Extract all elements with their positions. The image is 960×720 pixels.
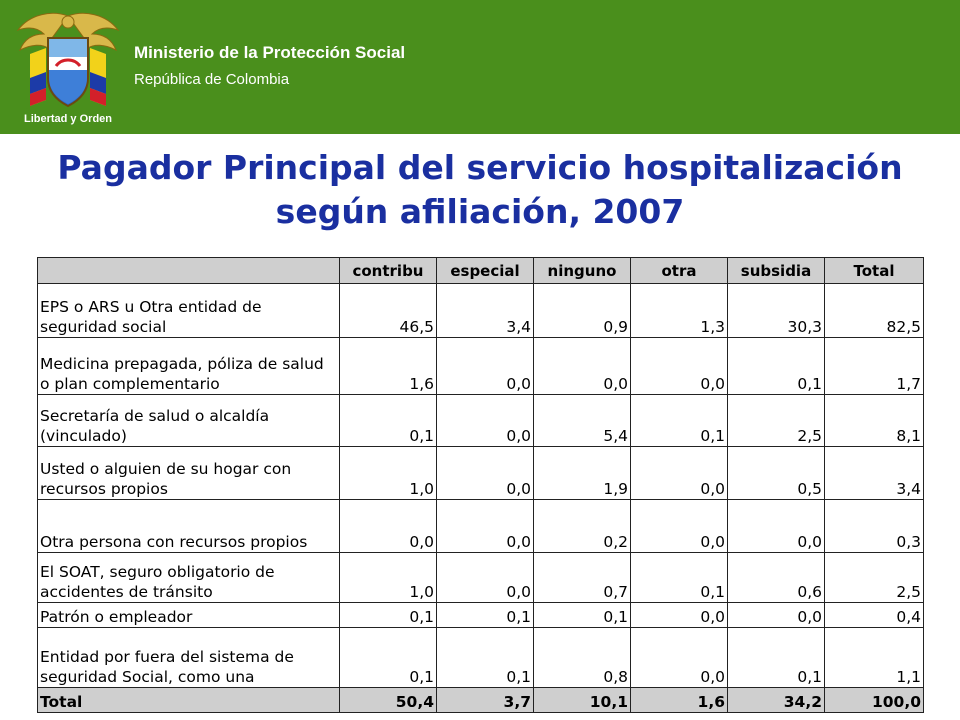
- table-cell: 1,1: [824, 627, 924, 688]
- total-cell: 100,0: [824, 687, 924, 713]
- table-cell: 0,0: [630, 627, 728, 688]
- table-cell: 0,9: [533, 283, 631, 338]
- row-label: Entidad por fuera del sistema de segurid…: [37, 627, 340, 688]
- row-label: Usted o alguien de su hogar con recursos…: [37, 446, 340, 500]
- table-cell: 0,1: [630, 552, 728, 603]
- row-label: El SOAT, seguro obligatorio de accidente…: [37, 552, 340, 603]
- column-header: contribu: [339, 257, 437, 284]
- table-total-row: Total 50,4 3,7 10,1 1,6 34,2 100,0: [37, 687, 924, 713]
- header-bar: Libertad y Orden Ministerio de la Protec…: [0, 0, 960, 134]
- column-header: especial: [436, 257, 534, 284]
- table-row: El SOAT, seguro obligatorio de accidente…: [37, 552, 924, 603]
- table-cell: 0,0: [630, 602, 728, 628]
- table-cell: 0,0: [436, 446, 534, 500]
- republic-name: República de Colombia: [134, 71, 290, 88]
- table-cell: 1,7: [824, 337, 924, 395]
- table-cell: 8,1: [824, 394, 924, 447]
- table-cell: 0,0: [436, 499, 534, 553]
- table-cell: 0,1: [727, 337, 825, 395]
- table-cell: 0,1: [533, 602, 631, 628]
- table-header-row: contribu especial ninguno otra subsidia …: [37, 257, 924, 284]
- header-corner-cell: [37, 257, 340, 284]
- table-row: Patrón o empleador 0,1 0,1 0,1 0,0 0,0 0…: [37, 602, 924, 628]
- total-label: Total: [37, 687, 340, 713]
- total-cell: 10,1: [533, 687, 631, 713]
- title-line-1: Pagador Principal del servicio hospitali…: [57, 148, 903, 187]
- table-cell: 0,6: [727, 552, 825, 603]
- ministry-name: Ministerio de la Protección Social: [134, 43, 406, 62]
- table-cell: 0,4: [824, 602, 924, 628]
- row-label: Otra persona con recursos propios: [37, 499, 340, 553]
- table-cell: 0,0: [339, 499, 437, 553]
- table-cell: 0,2: [533, 499, 631, 553]
- table-cell: 0,0: [436, 337, 534, 395]
- column-header: Total: [824, 257, 924, 284]
- table-cell: 0,5: [727, 446, 825, 500]
- table-cell: 3,4: [824, 446, 924, 500]
- table-cell: 1,0: [339, 446, 437, 500]
- table-cell: 3,4: [436, 283, 534, 338]
- table-cell: 30,3: [727, 283, 825, 338]
- column-header: otra: [630, 257, 728, 284]
- total-cell: 34,2: [727, 687, 825, 713]
- table-cell: 0,0: [630, 446, 728, 500]
- table-cell: 2,5: [824, 552, 924, 603]
- table-cell: 0,1: [436, 627, 534, 688]
- table-cell: 46,5: [339, 283, 437, 338]
- table-cell: 0,0: [727, 602, 825, 628]
- coat-of-arms-logo: Libertad y Orden: [16, 12, 120, 128]
- table-cell: 1,3: [630, 283, 728, 338]
- row-label: Medicina prepagada, póliza de salud o pl…: [37, 337, 340, 395]
- row-label: Secretaría de salud o alcaldía (vinculad…: [37, 394, 340, 447]
- total-cell: 50,4: [339, 687, 437, 713]
- table-cell: 0,0: [436, 552, 534, 603]
- total-cell: 3,7: [436, 687, 534, 713]
- table-cell: 0,7: [533, 552, 631, 603]
- table-cell: 0,0: [436, 394, 534, 447]
- total-cell: 1,6: [630, 687, 728, 713]
- row-label: EPS o ARS u Otra entidad de seguridad so…: [37, 283, 340, 338]
- table-row: Secretaría de salud o alcaldía (vinculad…: [37, 394, 924, 447]
- table-cell: 0,0: [727, 499, 825, 553]
- table-cell: 1,6: [339, 337, 437, 395]
- table-cell: 0,1: [630, 394, 728, 447]
- svg-text:Libertad y Orden: Libertad y Orden: [24, 113, 112, 125]
- table-cell: 0,1: [727, 627, 825, 688]
- table-cell: 0,1: [339, 394, 437, 447]
- table-cell: 0,1: [339, 627, 437, 688]
- table-row: EPS o ARS u Otra entidad de seguridad so…: [37, 283, 924, 338]
- table-row: Otra persona con recursos propios 0,0 0,…: [37, 499, 924, 553]
- table-cell: 0,0: [630, 337, 728, 395]
- data-table-container: contribu especial ninguno otra subsidia …: [37, 257, 924, 713]
- column-header: ninguno: [533, 257, 631, 284]
- table-cell: 0,1: [436, 602, 534, 628]
- table-cell: 5,4: [533, 394, 631, 447]
- column-header: subsidia: [727, 257, 825, 284]
- page-title: Pagador Principal del servicio hospitali…: [0, 146, 960, 234]
- table-cell: 0,0: [533, 337, 631, 395]
- row-label: Patrón o empleador: [37, 602, 340, 628]
- table-cell: 0,3: [824, 499, 924, 553]
- table-row: Entidad por fuera del sistema de segurid…: [37, 627, 924, 688]
- table-cell: 2,5: [727, 394, 825, 447]
- table-cell: 1,0: [339, 552, 437, 603]
- table-row: Usted o alguien de su hogar con recursos…: [37, 446, 924, 500]
- table-cell: 82,5: [824, 283, 924, 338]
- table-cell: 0,8: [533, 627, 631, 688]
- table-cell: 0,1: [339, 602, 437, 628]
- table-row: Medicina prepagada, póliza de salud o pl…: [37, 337, 924, 395]
- table-cell: 1,9: [533, 446, 631, 500]
- table-cell: 0,0: [630, 499, 728, 553]
- payer-table: contribu especial ninguno otra subsidia …: [37, 257, 924, 713]
- title-line-2: según afiliación, 2007: [275, 192, 685, 231]
